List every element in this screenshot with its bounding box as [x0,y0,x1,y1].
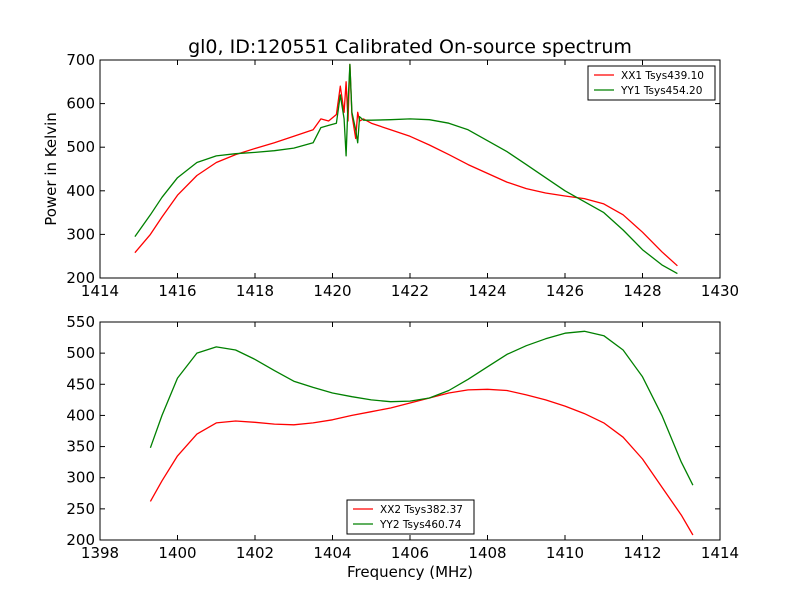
y-tick-label: 500 [66,138,95,156]
y-axis-label: Power in Kelvin [42,112,60,226]
series-line [134,63,678,275]
x-tick-label: 1416 [158,282,196,300]
x-axis-label: Frequency (MHz) [347,563,473,581]
y-tick-label: 600 [66,95,95,113]
y-tick-label: 250 [66,500,95,518]
x-tick-label: 1420 [313,282,351,300]
x-tick-label: 1426 [546,282,584,300]
x-tick-label: 1424 [468,282,506,300]
y-tick-label: 200 [66,531,95,549]
y-tick-label: 400 [66,406,95,424]
legend-box [587,65,716,101]
x-tick-label: 1418 [236,282,274,300]
y-tick-label: 550 [66,313,95,331]
y-tick-label: 300 [66,225,95,243]
y-tick-label: 200 [66,269,95,287]
y-tick-label: 500 [66,344,95,362]
y-tick-label: 450 [66,375,95,393]
series-line [134,63,678,267]
x-tick-label: 1412 [623,544,661,562]
series-line [149,330,694,486]
x-tick-label: 1408 [468,544,506,562]
x-tick-label: 1428 [623,282,661,300]
legend-label: XX2 Tsys382.37 [380,504,463,516]
x-tick-label: 1398 [81,544,119,562]
y-tick-label: 400 [66,182,95,200]
legend-box [346,499,475,535]
x-tick-label: 1414 [701,544,739,562]
x-tick-label: 1402 [236,544,274,562]
figure-title: gl0, ID:120551 Calibrated On-source spec… [188,36,632,58]
x-tick-label: 1400 [158,544,196,562]
bottom-plot: 1398 1400 1402 1404 1406 1408 1410 1412 1414 200 2… [66,313,739,581]
y-tick-label: 700 [66,51,95,69]
series-line [149,388,694,536]
legend-label: YY2 Tsys460.74 [379,519,462,531]
x-tick-label: 1406 [391,544,429,562]
legend-label: YY1 Tsys454.20 [620,85,702,97]
x-tick-label: 1430 [701,282,739,300]
x-tick-label: 1404 [313,544,351,562]
y-tick-label: 300 [66,469,95,487]
legend-label: XX1 Tsys439.10 [621,70,704,82]
y-tick-label: 350 [66,438,95,456]
x-tick-label: 1410 [546,544,584,562]
x-tick-label: 1414 [81,282,119,300]
top-plot: 1414 1416 1418 1420 1422 1424 1426 1428 1430 200 3… [42,51,739,300]
x-tick-label: 1422 [391,282,429,300]
